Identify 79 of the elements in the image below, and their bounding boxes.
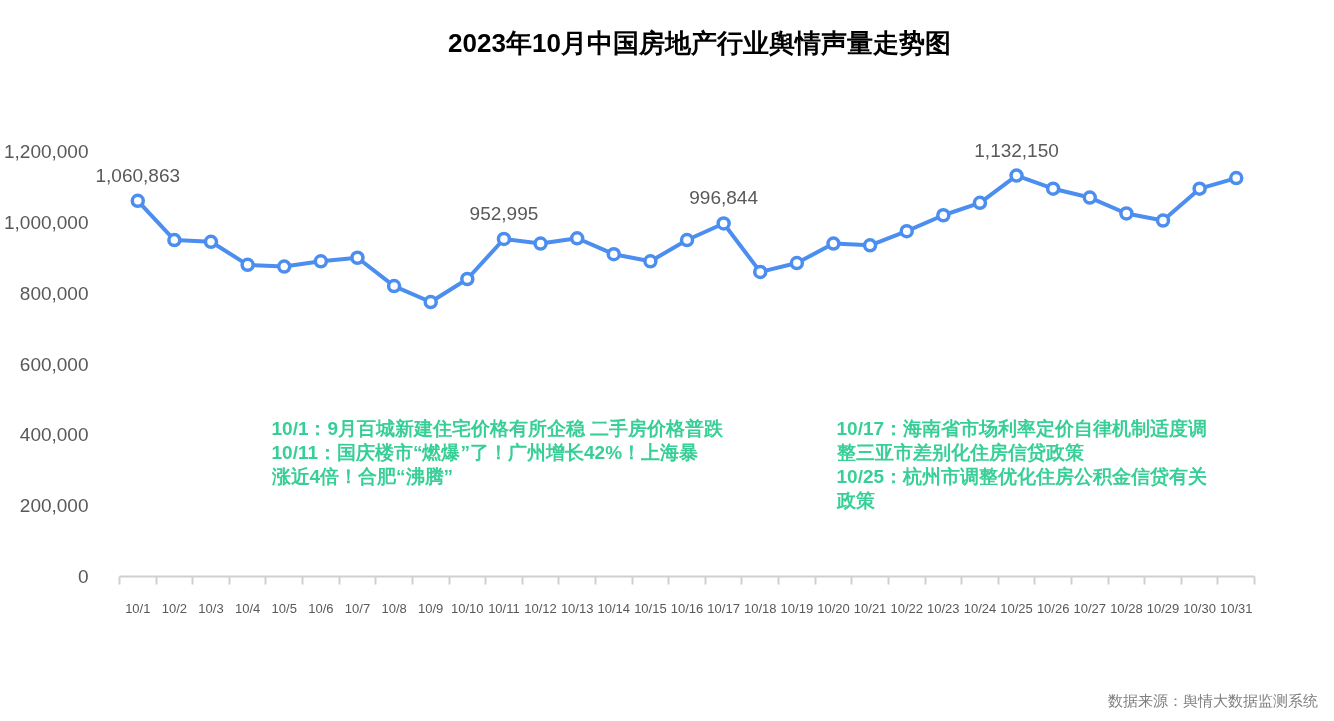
x-tick-label: 10/15 — [634, 600, 667, 616]
data-label: 1,132,150 — [974, 139, 1059, 161]
y-tick-label: 1,000,000 — [3, 211, 89, 233]
x-tick-label: 10/17 — [707, 600, 740, 616]
x-tick-label: 10/26 — [1036, 600, 1070, 616]
x-tick-label: 10/13 — [560, 600, 594, 616]
data-label: 996,844 — [689, 187, 759, 209]
point — [936, 208, 951, 223]
point — [862, 238, 878, 253]
point — [240, 257, 255, 273]
point — [972, 195, 988, 211]
point — [1009, 168, 1024, 183]
point — [460, 271, 475, 287]
point — [386, 278, 402, 294]
x-tick-label: 10/14 — [597, 600, 631, 616]
x-tick-label: 10/30 — [1183, 600, 1216, 616]
point — [277, 259, 292, 274]
point — [606, 246, 622, 262]
point — [496, 231, 512, 247]
point — [679, 232, 695, 248]
x-tick-label: 10/24 — [963, 600, 997, 616]
point — [1119, 206, 1134, 221]
point — [1229, 170, 1244, 186]
y-tick-label: 400,000 — [19, 424, 89, 446]
point — [350, 250, 365, 265]
data-label: 952,995 — [469, 202, 539, 224]
point — [826, 236, 841, 251]
x-tick-label: 10/31 — [1219, 600, 1253, 616]
x-tick-label: 10/20 — [817, 600, 850, 616]
point — [313, 254, 329, 269]
point — [716, 216, 731, 231]
x-tick-label: 10/9 — [418, 600, 444, 616]
point — [423, 294, 438, 310]
annotation: 10/11：国庆楼市“燃爆”了！广州增长42%！上海暴涨近4倍！合肥“沸腾” — [270, 442, 699, 487]
y-tick-label: 800,000 — [19, 282, 89, 304]
y-tick-label: 200,000 — [19, 495, 89, 517]
x-tick-label: 10/27 — [1073, 600, 1107, 616]
annotation: 10/17：海南省市场利率定价自律机制适度调整三亚市差别化住房信贷政策 — [835, 418, 1208, 463]
x-tick-label: 10/4 — [234, 600, 261, 616]
point — [1045, 181, 1061, 196]
point — [753, 264, 768, 280]
point — [789, 255, 805, 271]
data-label: 1,060,863 — [95, 164, 181, 186]
x-tick-label: 10/2 — [161, 600, 188, 616]
chart-title: 2023年10月中国房地产行业舆情声量走势图 — [448, 27, 951, 58]
x-tick-label: 10/7 — [344, 600, 371, 616]
x-tick-label: 10/18 — [743, 600, 777, 616]
point — [167, 232, 182, 248]
y-tick-label: 1,200,000 — [3, 141, 89, 162]
annotation: 10/1：9月百城新建住宅价格有所企稳 二手房价格普跌 — [271, 418, 725, 439]
point — [1155, 213, 1171, 228]
x-tick-label: 10/21 — [853, 600, 887, 616]
point — [130, 193, 146, 209]
x-tick-label: 10/29 — [1146, 600, 1180, 616]
point — [533, 236, 548, 251]
point — [1192, 181, 1207, 196]
point — [899, 223, 914, 239]
x-tick-label: 10/28 — [1110, 600, 1143, 616]
point — [203, 234, 219, 250]
point — [569, 231, 585, 246]
x-tick-label: 10/22 — [890, 600, 923, 616]
x-tick-label: 10/8 — [381, 600, 407, 616]
y-tick-label: 0 — [77, 566, 89, 587]
source-note: 数据来源：舆情大数据监测系统 — [1107, 692, 1318, 709]
point — [643, 254, 658, 269]
point — [1082, 190, 1098, 205]
y-tick-label: 600,000 — [19, 353, 89, 375]
x-tick-label: 10/5 — [271, 600, 297, 616]
x-tick-label: 10/12 — [524, 600, 557, 616]
x-tick-label: 10/11 — [488, 600, 520, 616]
x-tick-label: 10/25 — [1000, 600, 1033, 616]
x-tick-label: 10/19 — [780, 600, 814, 616]
annotation: 10/25：杭州市调整优化住房公积金信贷有关政策 — [835, 466, 1208, 511]
x-tick-label: 10/16 — [670, 600, 704, 616]
x-tick-label: 10/6 — [308, 600, 334, 616]
x-tick-label: 10/3 — [198, 600, 224, 616]
x-tick-label: 10/23 — [927, 600, 960, 616]
x-tick-label: 10/10 — [451, 600, 484, 616]
x-tick-label: 10/1 — [125, 600, 151, 616]
